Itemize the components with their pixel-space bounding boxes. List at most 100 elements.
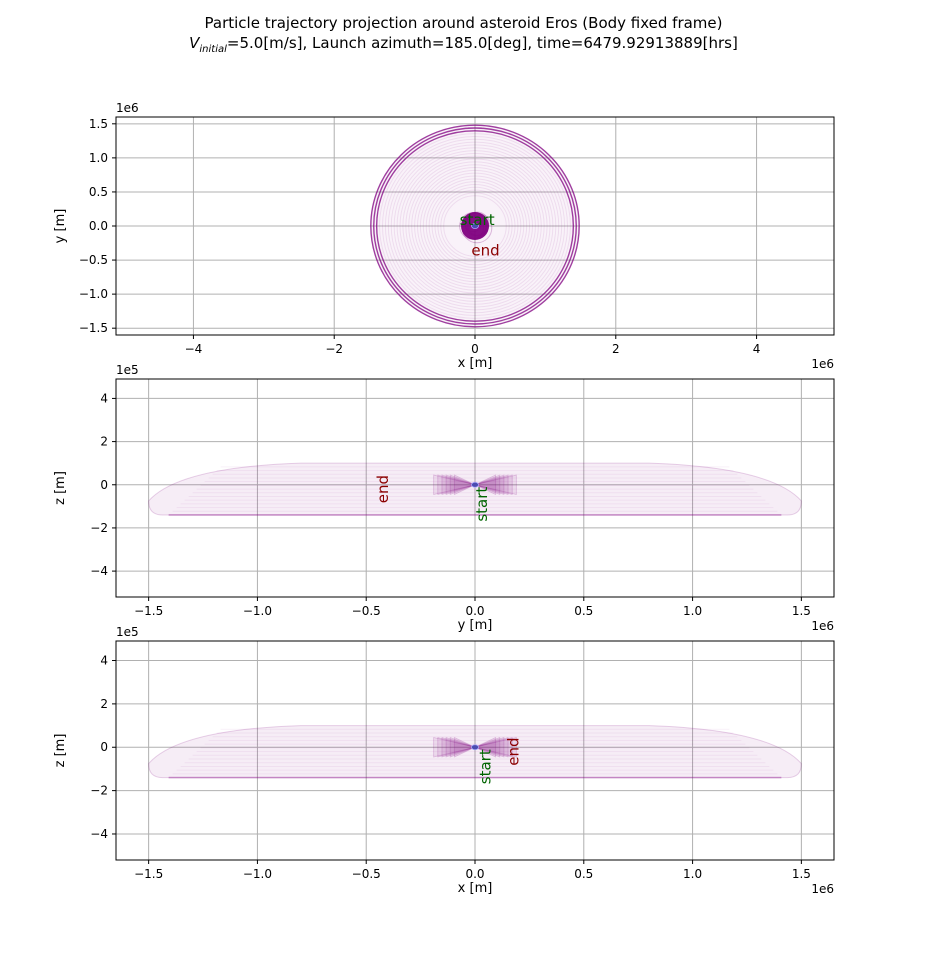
subplot-y-z: −1.5 −1.0 −0.5 0.0 0.5 1.0 1.5 −4 −2 0 2 4 1e6 1e5 y [… — [53, 363, 835, 633]
y-tick-label: 0 — [100, 478, 108, 492]
y-tick-label: −1.0 — [79, 287, 108, 301]
x-tick-label: 0.0 — [465, 604, 484, 618]
subplot-x-y: −4 −2 0 2 4 −1.5 −1.0 −0.5 0.0 0.5 1.0 1.5 1e6 1e6 x [… — [53, 101, 835, 371]
asteroid-marker — [471, 223, 479, 229]
trajectory-ring — [396, 150, 554, 302]
x-offset-label: 1e6 — [811, 357, 834, 371]
x-offset-label: 1e6 — [811, 619, 834, 633]
trajectory-bowtie — [453, 474, 497, 496]
trajectory-ring — [411, 164, 539, 288]
trajectory-ring — [381, 135, 569, 317]
title-line2-rest: =5.0[m/s], Launch azimuth=185.0[deg], ti… — [226, 34, 738, 52]
subplot-x-z: −1.5 −1.0 −0.5 0.0 0.5 1.0 1.5 −4 −2 0 2 4 1e6 1e5 x [… — [53, 625, 835, 896]
x-axis-label: x [m] — [458, 881, 493, 896]
trajectory-ring — [402, 155, 548, 297]
y-axis-label: z [m] — [53, 734, 68, 768]
y-tick-label: −2 — [90, 521, 108, 535]
trajectory-ring — [443, 195, 507, 257]
trajectory-ring — [373, 127, 577, 325]
x-tick-label: 0.5 — [574, 867, 593, 881]
annotation-start: start — [473, 487, 491, 522]
x-tick-label: 1.5 — [792, 867, 811, 881]
trajectory-bowtie — [449, 736, 501, 758]
trajectory-ring — [416, 169, 534, 283]
x-tick-label: −1.5 — [134, 867, 163, 881]
x-tick-label: −0.5 — [352, 867, 381, 881]
trajectory-envelope — [148, 725, 802, 779]
title-v-symbol: V — [189, 34, 200, 52]
trajectory-ring — [431, 183, 519, 269]
trajectory-bowtie — [433, 474, 517, 495]
asteroid-marker — [471, 481, 479, 488]
trajectory-ring — [370, 124, 580, 328]
trajectory-ring — [399, 152, 551, 300]
x-tick-label: −1.0 — [243, 867, 272, 881]
x-tick-label: 2 — [612, 342, 620, 356]
x-offset-label: 1e6 — [811, 882, 834, 896]
figure-title-line1: Particle trajectory projection around as… — [204, 14, 723, 32]
trajectory-bowtie — [445, 736, 505, 758]
y-tick-label: 0.0 — [89, 219, 108, 233]
trajectory-bowtie — [453, 736, 497, 758]
y-tick-label: −1.5 — [79, 321, 108, 335]
x-tick-label: 0 — [471, 342, 479, 356]
trajectory-bowtie — [441, 736, 509, 758]
y-offset-label: 1e5 — [116, 363, 139, 377]
y-tick-label: 0 — [100, 740, 108, 754]
trajectory-ring — [428, 181, 522, 271]
trajectory-ring — [379, 133, 571, 319]
y-tick-label: −0.5 — [79, 253, 108, 267]
trajectory-bowtie — [445, 474, 505, 496]
trajectory-ring — [414, 167, 536, 285]
y-axis-label: z [m] — [53, 471, 68, 505]
x-tick-label: 1.0 — [683, 867, 702, 881]
trajectory-ring — [425, 178, 525, 274]
annotation-start: start — [476, 749, 494, 784]
annotation-end: end — [374, 475, 392, 503]
y-tick-label: 1.0 — [89, 151, 108, 165]
x-axis-label: x [m] — [458, 356, 493, 371]
trajectory-ring — [393, 147, 557, 305]
y-tick-label: −2 — [90, 784, 108, 798]
trajectory-group — [370, 124, 580, 328]
y-tick-label: 0.5 — [89, 185, 108, 199]
y-tick-label: −4 — [90, 564, 108, 578]
trajectory-envelope — [148, 462, 802, 516]
y-offset-label: 1e6 — [116, 101, 139, 115]
x-tick-label: 1.5 — [792, 604, 811, 618]
trajectory-ring — [434, 186, 516, 266]
x-axis-label: y [m] — [458, 618, 493, 633]
y-tick-label: 4 — [100, 391, 108, 405]
annotation-start: start — [460, 211, 495, 229]
y-tick-label: 2 — [100, 697, 108, 711]
trajectory-ring — [387, 141, 563, 311]
x-tick-label: −1.0 — [243, 604, 272, 618]
x-tick-label: 1.0 — [683, 604, 702, 618]
title-v-subscript: initial — [199, 44, 227, 55]
y-tick-label: 4 — [100, 654, 108, 668]
asteroid-marker — [471, 744, 479, 751]
trajectory-bowtie — [437, 736, 513, 758]
trajectory-ring — [422, 175, 528, 277]
trajectory-bowtie — [441, 474, 509, 496]
trajectory-ring — [419, 172, 531, 280]
trajectory-group — [148, 725, 802, 779]
y-tick-label: 2 — [100, 435, 108, 449]
x-tick-label: −1.5 — [134, 604, 163, 618]
trajectory-ring — [408, 161, 542, 291]
trajectory-ring — [375, 130, 575, 322]
x-tick-label: −2 — [325, 342, 343, 356]
figure-title-line2: Vinitial=5.0[m/s], Launch azimuth=185.0[… — [0, 34, 927, 55]
y-tick-label: 1.5 — [89, 117, 108, 131]
trajectory-group — [148, 462, 802, 516]
annotation-end: end — [505, 737, 523, 765]
x-tick-label: 0.0 — [465, 867, 484, 881]
annotation-end: end — [471, 242, 499, 260]
y-tick-label: −4 — [90, 827, 108, 841]
trajectory-bowtie — [449, 474, 501, 496]
x-tick-label: 0.5 — [574, 604, 593, 618]
y-axis-label: y [m] — [53, 209, 68, 244]
x-tick-label: −4 — [185, 342, 203, 356]
